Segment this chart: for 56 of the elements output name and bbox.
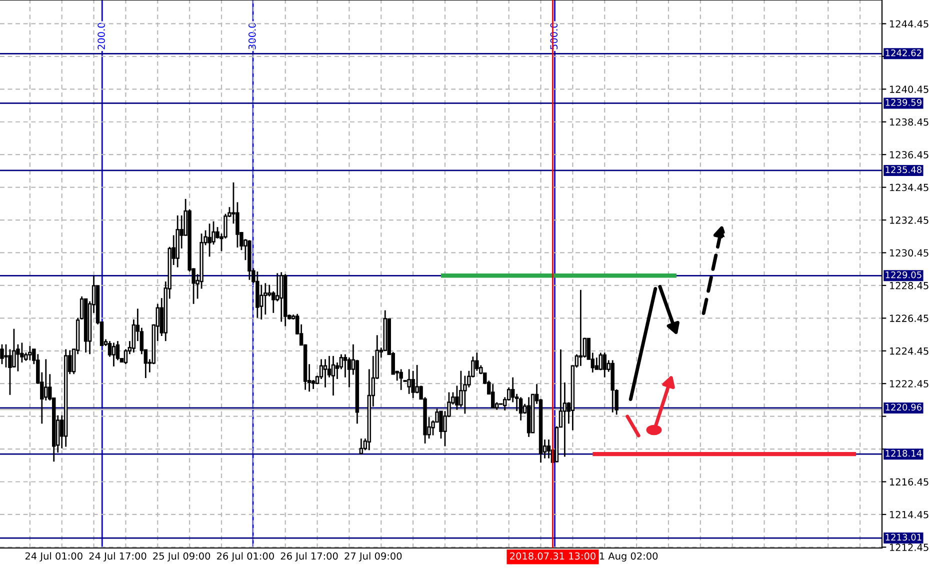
- candlestick: [268, 284, 272, 298]
- candlestick: [8, 348, 12, 396]
- y-tick-label: 1230.45: [890, 249, 928, 257]
- candlestick: [455, 385, 459, 410]
- ref-line-label: 1220.96: [886, 404, 922, 411]
- x2-tick-label: 200.0: [98, 22, 105, 50]
- y-tick-label: 1240.45: [890, 86, 928, 93]
- candlestick: [407, 368, 411, 395]
- ref-line-label: 1213.01: [886, 534, 922, 541]
- x-tick-label: 2018.07.31 13:00: [510, 552, 596, 560]
- ref-line-label: 1218.14: [886, 450, 922, 457]
- candlestick: [594, 356, 599, 370]
- candlestick: [399, 368, 403, 391]
- ref-line-label: 1235.48: [886, 166, 922, 174]
- x-tick-label: 25 Jul 09:00: [153, 552, 210, 562]
- candlestick: [546, 438, 551, 460]
- x-tick-label: 26 Jul 01:00: [217, 552, 274, 562]
- ref-line-label: 1229.05: [886, 271, 922, 278]
- y-tick-label: 1234.45: [890, 184, 928, 192]
- x-tick-label: 27 Jul 09:00: [344, 552, 402, 562]
- candlestick: [28, 345, 32, 361]
- candlestick: [264, 282, 268, 316]
- y-tick-label: 1212.45: [890, 544, 928, 552]
- candlestick: [0, 344, 4, 365]
- y-tick-label: 1214.45: [890, 510, 928, 518]
- x-tick-label: 24 Jul 17:00: [89, 552, 146, 562]
- candlestick: [359, 438, 364, 454]
- candlestick: [4, 344, 8, 368]
- y-tick-label: 1232.45: [890, 216, 928, 224]
- candlestick: [463, 375, 467, 414]
- candlestick: [331, 355, 336, 396]
- y-tick-label: 1228.45: [890, 282, 928, 290]
- y-tick-label: 1236.45: [890, 151, 928, 158]
- y-tick-label: 1224.45: [890, 347, 928, 355]
- x-tick-label: 24 Jul 01:00: [25, 552, 82, 562]
- candlestick: [602, 352, 606, 378]
- y-tick-label: 1216.45: [890, 478, 928, 486]
- candlestick: [323, 358, 328, 388]
- candlestick: [280, 272, 284, 322]
- candlestick: [208, 222, 212, 258]
- candlestick: [578, 289, 583, 367]
- ref-line-label: 1242.62: [886, 49, 922, 56]
- candlestick: [598, 352, 602, 371]
- candlestick: [491, 383, 495, 409]
- candlestick: [44, 358, 48, 402]
- y-tick-label: 1238.45: [890, 118, 928, 126]
- candlestick: [518, 396, 523, 422]
- candlestick: [112, 342, 116, 368]
- y-tick-label: 1226.45: [890, 314, 928, 322]
- ref-line-label: 1239.59: [886, 99, 922, 106]
- candlestick: [347, 356, 352, 388]
- x-tick-label: 1 Aug 02:00: [600, 552, 658, 562]
- candlestick: [260, 284, 264, 320]
- y-tick-label: 1222.45: [890, 380, 928, 388]
- y-tick-label: 1244.45: [890, 20, 928, 28]
- x-tick-label: 26 Jul 17:00: [280, 552, 338, 562]
